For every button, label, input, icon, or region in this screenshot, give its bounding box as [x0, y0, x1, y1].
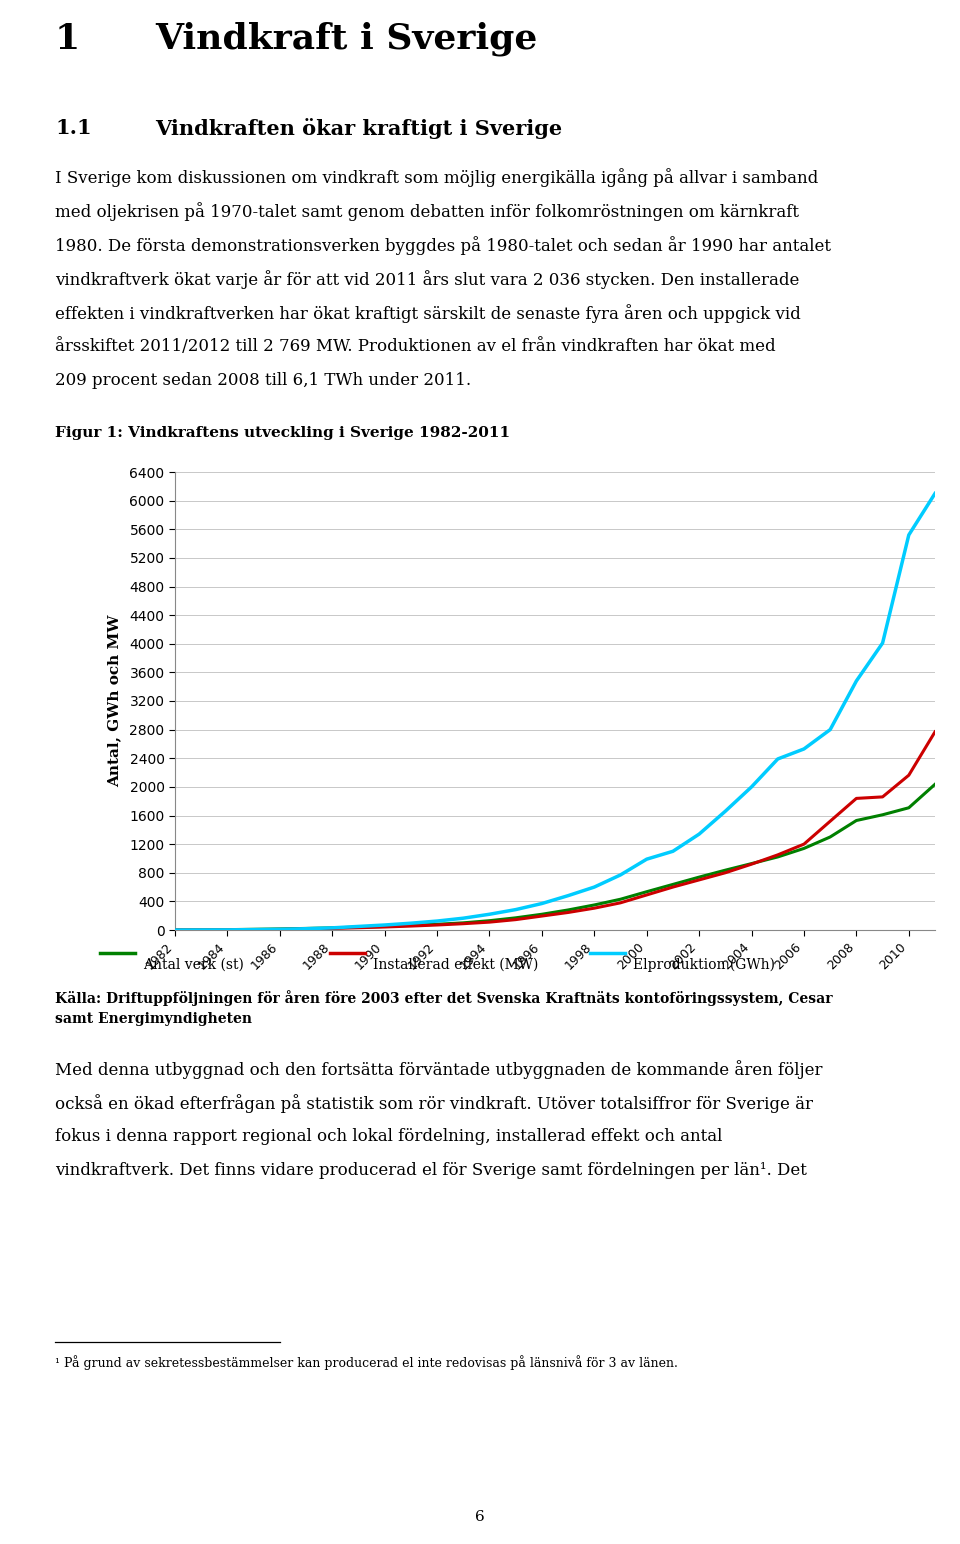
Text: effekten i vindkraftverken har ökat kraftigt särskilt de senaste fyra åren och u: effekten i vindkraftverken har ökat kraf… [55, 304, 801, 323]
Text: Antal verk (st): Antal verk (st) [143, 957, 244, 973]
Y-axis label: Antal, GWh och MW: Antal, GWh och MW [107, 615, 121, 787]
Text: 1: 1 [55, 22, 81, 56]
Text: Vindkraft i Sverige: Vindkraft i Sverige [155, 22, 538, 57]
Text: 1.1: 1.1 [55, 117, 91, 137]
Text: Elproduktion (GWh): Elproduktion (GWh) [633, 957, 775, 973]
Text: 6: 6 [475, 1510, 485, 1524]
Text: I Sverige kom diskussionen om vindkraft som möjlig energikälla igång på allvar i: I Sverige kom diskussionen om vindkraft … [55, 168, 818, 187]
Text: Figur 1: Vindkraftens utveckling i Sverige 1982-2011: Figur 1: Vindkraftens utveckling i Sveri… [55, 426, 510, 440]
Text: samt Energimyndigheten: samt Energimyndigheten [55, 1011, 252, 1027]
Text: vindkraftverk ökat varje år för att vid 2011 års slut vara 2 036 stycken. Den in: vindkraftverk ökat varje år för att vid … [55, 270, 800, 289]
Text: vindkraftverk. Det finns vidare producerad el för Sverige samt fördelningen per : vindkraftverk. Det finns vidare producer… [55, 1163, 806, 1180]
Text: fokus i denna rapport regional och lokal fördelning, installerad effekt och anta: fokus i denna rapport regional och lokal… [55, 1129, 722, 1146]
Text: 209 procent sedan 2008 till 6,1 TWh under 2011.: 209 procent sedan 2008 till 6,1 TWh unde… [55, 372, 471, 389]
Text: Vindkraften ökar kraftigt i Sverige: Vindkraften ökar kraftigt i Sverige [155, 117, 563, 139]
Text: Källa: Driftuppföljningen för åren före 2003 efter det Svenska Kraftnäts kontofö: Källa: Driftuppföljningen för åren före … [55, 990, 832, 1005]
Text: också en ökad efterfrågan på statistik som rör vindkraft. Utöver totalsiffror fö: också en ökad efterfrågan på statistik s… [55, 1095, 813, 1113]
Text: Med denna utbyggnad och den fortsätta förväntade utbyggnaden de kommande åren fö: Med denna utbyggnad och den fortsätta fö… [55, 1061, 823, 1079]
Text: 1980. De första demonstrationsverken byggdes på 1980-talet och sedan år 1990 har: 1980. De första demonstrationsverken byg… [55, 236, 831, 255]
Text: Installerad effekt (MW): Installerad effekt (MW) [373, 957, 539, 973]
Text: med oljekrisen på 1970-talet samt genom debatten inför folkomröstningen om kärnk: med oljekrisen på 1970-talet samt genom … [55, 202, 799, 221]
Text: ¹ På grund av sekretessbestämmelser kan producerad el inte redovisas på länsnivå: ¹ På grund av sekretessbestämmelser kan … [55, 1356, 678, 1370]
Text: årsskiftet 2011/2012 till 2 769 MW. Produktionen av el från vindkraften har ökat: årsskiftet 2011/2012 till 2 769 MW. Prod… [55, 338, 776, 355]
